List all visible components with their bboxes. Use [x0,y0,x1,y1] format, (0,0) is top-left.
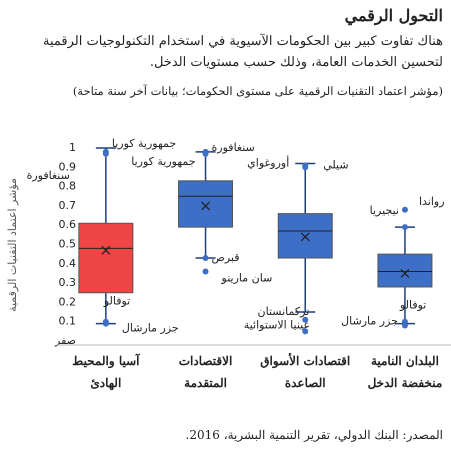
point-label: جزر مارشال [122,322,179,335]
box [178,180,234,228]
mean-marker [300,232,310,242]
x-tick-label: البلدان النامية منخفضة الدخل [367,354,443,390]
outlier-point [302,328,309,335]
x-tick-label: الاقتصادات المتقدمة [178,354,233,390]
point-label: سنغافورة [212,141,255,154]
y-tick-label: 0.5 [59,238,77,251]
point-label: رواندا [419,195,445,208]
y-tick-label: 0.4 [59,257,77,270]
point-label: أوروغواي [247,155,289,169]
point-label: توفالو [399,299,426,312]
point-label: غينيا الاستوائية [244,318,310,331]
chart-note: (مؤشر اعتماد التقنيات الرقمية على مستوى … [72,84,443,98]
y-tick-label: 0.1 [59,315,77,328]
y-tick-label: 0.6 [59,218,77,231]
outlier-point [302,316,309,323]
y-tick-label: 0.8 [59,180,77,193]
point-label: سان مارينو [221,272,273,285]
source-note: المصدر: البنك الدولي، تقرير التنمية البش… [185,428,444,442]
y-tick-label: 1 [69,141,76,154]
outlier-point [401,322,408,329]
y-axis-label: مؤشر اعتماد التقنيات الرقمية [6,178,19,312]
x-tick-label: آسيا والمحيط الهادئ [72,354,140,390]
y-tick-label: 0.7 [59,199,77,212]
outlier-point [401,206,408,213]
outlier-point [302,164,309,171]
outlier-point [202,268,209,275]
box [277,213,333,259]
box [377,253,433,288]
point-label: جمهورية كوريا [131,155,195,168]
point-label: شيلي [323,158,348,171]
outlier-point [102,150,109,157]
x-tick-label: اقتصادات الأسواق الصاعدة [260,354,351,390]
y-tick-label: 0.9 [59,160,77,173]
point-label: قبرص [212,251,240,264]
outlier-point [202,150,209,157]
box [78,222,134,294]
mean-marker [101,245,111,255]
outlier-point [401,224,408,231]
mean-marker [201,201,211,211]
y-tick-label: 0.3 [59,276,77,289]
point-label: سنغافورة [27,169,70,182]
chart-title: التحول الرقمي [344,6,443,25]
outlier-point [102,320,109,327]
point-label: نيجيريا [370,204,399,217]
point-label: جزر مارشال [341,315,398,328]
outlier-point [202,255,209,262]
point-label: توفالو [103,295,130,308]
mean-marker [400,268,410,278]
point-label: جمهورية كوريا [112,137,176,150]
y-tick-label: 0.2 [59,295,77,308]
chart-subtitle: هناك تفاوت كبير بين الحكومات الآسيوية في… [43,34,443,70]
y-tick-label: صفر [54,334,76,347]
point-label: تركمانستان [258,305,310,318]
